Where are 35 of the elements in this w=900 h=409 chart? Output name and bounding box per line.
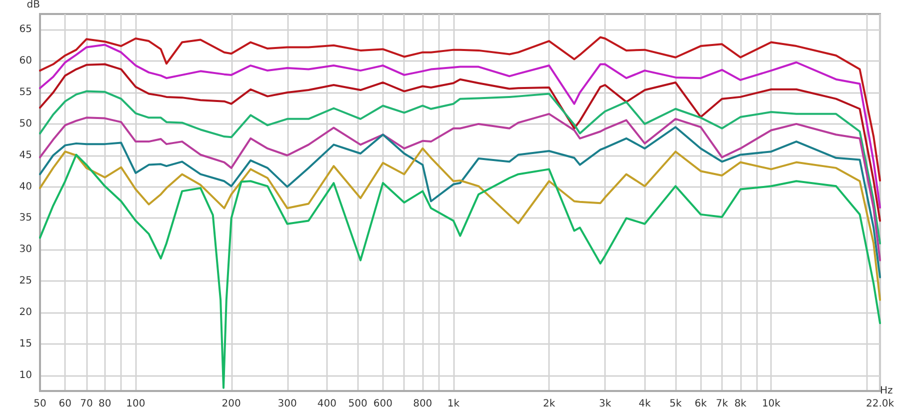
y-tick-label: 25: [19, 276, 32, 287]
x-tick-label: 500: [348, 398, 368, 409]
x-tick-label: 5k: [669, 398, 682, 409]
x-tick-label: 6k: [694, 398, 707, 409]
y-tick-label: 65: [19, 24, 32, 36]
y-tick-label: 55: [19, 87, 32, 98]
y-tick-label: 10: [19, 370, 32, 381]
x-tick-label: 70: [80, 398, 93, 409]
x-tick-label: 300: [278, 398, 297, 409]
x-tick-label: 2k: [543, 398, 556, 409]
x-tick-label: 800: [413, 398, 432, 409]
x-tick-label: 200: [222, 398, 241, 409]
x-tick-label: 22.0k: [866, 398, 894, 409]
x-tick-label: 10k: [762, 398, 781, 409]
x-tick-label: 4k: [638, 398, 652, 409]
x-tick-label: 80: [98, 398, 112, 409]
y-tick-label: 20: [19, 306, 32, 318]
x-tick-label: 7k: [716, 398, 728, 409]
y-tick-label: 40: [19, 181, 32, 192]
y-tick-label: 50: [19, 118, 32, 130]
x-tick-label: 400: [317, 398, 337, 409]
x-axis-title: Hz: [880, 386, 893, 396]
x-tick-label: 3k: [598, 398, 612, 409]
x-tick-label: 100: [126, 398, 146, 409]
x-tick-label: 60: [58, 398, 72, 409]
x-tick-label: 50: [34, 398, 46, 409]
y-tick-label: 30: [19, 244, 32, 256]
x-tick-label: 600: [373, 398, 392, 409]
x-tick-label: 1k: [447, 398, 460, 409]
y-tick-label: 60: [19, 56, 32, 67]
y-tick-label: 15: [19, 338, 32, 350]
x-tick-label: 8k: [734, 398, 747, 409]
y-axis-title: dB: [26, 0, 40, 10]
y-tick-label: 35: [19, 212, 32, 224]
y-tick-label: 45: [19, 150, 32, 161]
